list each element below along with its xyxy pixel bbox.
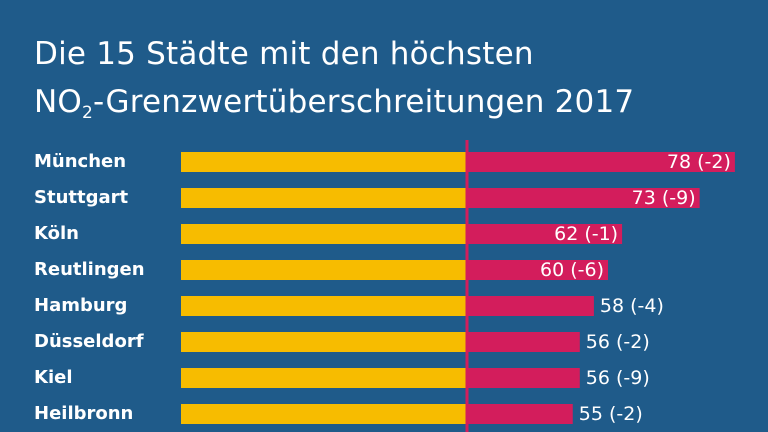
title-line-1: Die 15 Städte mit den höchsten [34,36,534,72]
threshold-bar-stuttgart [181,188,467,208]
category-label-heilbronn: Heilbronn [34,403,134,424]
chart-title: Die 15 Städte mit den höchsten NO2-Grenz… [34,30,634,126]
value-label-heilbronn: 55 (-2) [578,403,643,425]
value-label-reutlingen: 60 (-6) [540,259,604,281]
title-line-2: NO2-Grenzwertüberschreitungen 2017 [34,78,634,126]
excess-bar-hamburg [467,296,594,316]
threshold-bar-hamburg [181,296,467,316]
value-label-koln: 62 (-1) [554,223,619,245]
threshold-bar-munchen [181,152,467,172]
threshold-bar-reutlingen [181,260,467,280]
value-label-stuttgart: 73 (-9) [631,187,696,209]
excess-bar-kiel [467,368,580,388]
excess-bar-koln [467,224,623,244]
title-no-prefix: NO [34,84,82,120]
category-label-koln: Köln [34,223,79,244]
threshold-bar-dusseldorf [181,332,467,352]
category-label-munchen: München [34,151,127,172]
category-label-hamburg: Hamburg [34,295,128,316]
value-label-dusseldorf: 56 (-2) [585,331,650,353]
excess-bar-heilbronn [467,404,573,424]
excess-bar-dusseldorf [467,332,580,352]
category-label-dusseldorf: Düsseldorf [34,331,144,352]
category-label-stuttgart: Stuttgart [34,187,129,208]
title-subscript: 2 [82,103,94,123]
threshold-bar-kiel [181,368,467,388]
excess-bar-stuttgart [467,188,700,208]
excess-bar-reutlingen [467,260,608,280]
title-suffix: -Grenzwertüberschreitungen 2017 [93,84,635,120]
threshold-bar-koln [181,224,467,244]
value-label-hamburg: 58 (-4) [599,295,664,317]
category-label-reutlingen: Reutlingen [34,259,145,280]
value-label-munchen: 78 (-2) [666,151,731,173]
excess-bar-munchen [467,152,735,172]
category-label-kiel: Kiel [34,367,73,388]
value-label-kiel: 56 (-9) [585,367,650,389]
threshold-bar-heilbronn [181,404,467,424]
